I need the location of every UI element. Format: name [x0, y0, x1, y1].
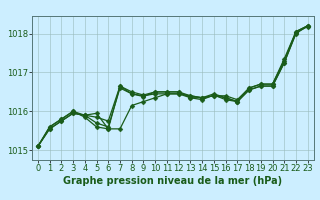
X-axis label: Graphe pression niveau de la mer (hPa): Graphe pression niveau de la mer (hPa) — [63, 176, 282, 186]
